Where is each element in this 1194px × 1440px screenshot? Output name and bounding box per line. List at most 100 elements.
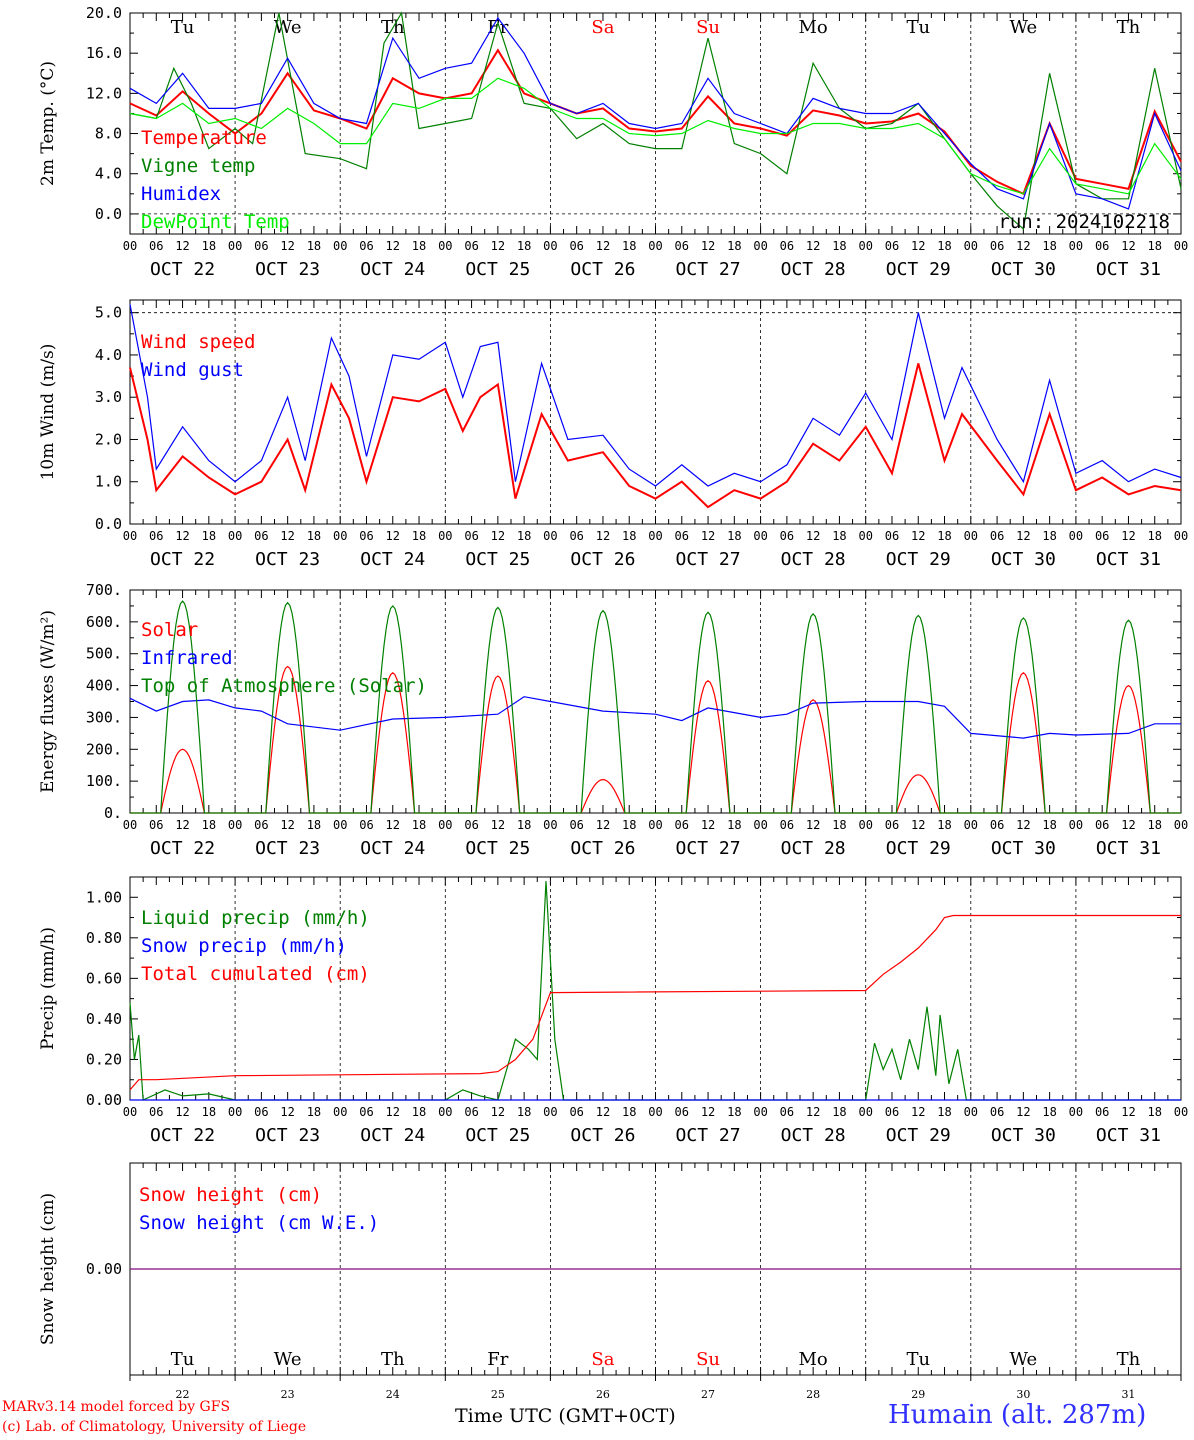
y-axis-label: Energy fluxes (W/m²): [38, 610, 58, 793]
day-number: 22: [176, 1388, 190, 1401]
hour-tick-label: 18: [1042, 818, 1056, 832]
y-axis-label: 10m Wind (m/s): [38, 344, 58, 481]
date-label: OCT 22: [150, 259, 215, 280]
date-label: OCT 31: [1096, 549, 1161, 570]
hour-tick-label: 18: [517, 239, 531, 253]
hour-tick-label: 06: [990, 818, 1004, 832]
hour-tick-label: 00: [543, 1105, 557, 1119]
series-line-wind-gust: [129, 304, 1182, 487]
hour-tick-label: 12: [175, 529, 189, 543]
y-tick-label: 0.60: [86, 969, 122, 987]
hour-tick-label: 12: [1016, 1105, 1030, 1119]
hour-tick-label: 18: [832, 529, 846, 543]
y-axis-label: 2m Temp. (°C): [38, 61, 58, 186]
hour-tick-label: 00: [123, 529, 137, 543]
date-label: OCT 24: [360, 1125, 425, 1146]
y-tick-label: 2.0: [95, 430, 122, 448]
plot-frame: [129, 299, 1182, 525]
weekday-label: We: [1010, 17, 1038, 38]
hour-tick-label: 06: [569, 239, 583, 253]
hour-tick-label: 00: [438, 529, 452, 543]
hour-tick-label: 00: [438, 818, 452, 832]
hour-tick-label: 00: [333, 1105, 347, 1119]
hour-tick-label: 18: [622, 529, 636, 543]
date-label: OCT 31: [1096, 838, 1161, 859]
hour-tick-label: 00: [1069, 529, 1083, 543]
legend-entry: Snow height (cm W.E.): [139, 1212, 379, 1234]
hour-tick-label: 00: [858, 818, 872, 832]
hour-tick-label: 06: [464, 529, 478, 543]
hour-tick-label: 18: [1042, 529, 1056, 543]
weekday-label: Fr: [487, 17, 508, 38]
hour-tick-label: 18: [307, 529, 321, 543]
legend-entry: DewPoint Temp: [141, 211, 290, 233]
hour-tick-label: 12: [1016, 818, 1030, 832]
day-number: 29: [911, 1388, 925, 1401]
hour-tick-label: 12: [911, 239, 925, 253]
y-tick-label: 12.0: [86, 84, 122, 102]
date-label: OCT 27: [676, 549, 741, 570]
hour-tick-label: 18: [517, 1105, 531, 1119]
hour-tick-label: 06: [1095, 529, 1109, 543]
hour-tick-label: 12: [596, 239, 610, 253]
legend-entry: Wind speed: [141, 331, 255, 353]
hour-tick-label: 00: [648, 239, 662, 253]
date-label: OCT 30: [991, 1125, 1056, 1146]
legend-entry: Liquid precip (mm/h): [141, 907, 370, 929]
y-tick-label: 3.0: [95, 388, 122, 406]
hour-tick-label: 12: [175, 818, 189, 832]
weekday-label: Tu: [906, 1349, 930, 1370]
weekday-label: Su: [696, 1349, 720, 1370]
date-label: OCT 28: [781, 1125, 846, 1146]
hour-tick-label: 18: [832, 818, 846, 832]
hour-tick-label: 12: [596, 529, 610, 543]
y-tick-label: 600.: [86, 613, 122, 631]
hour-tick-label: 06: [885, 1105, 899, 1119]
date-label: OCT 31: [1096, 259, 1161, 280]
hour-tick-label: 18: [202, 239, 216, 253]
hour-tick-label: 00: [858, 529, 872, 543]
hour-tick-label: 06: [254, 239, 268, 253]
hour-tick-label: 12: [280, 529, 294, 543]
y-tick-label: 0.0: [95, 205, 122, 223]
date-label: OCT 25: [465, 1125, 530, 1146]
footer-lab: (c) Lab. of Climatology, University of L…: [2, 1419, 307, 1435]
hour-tick-label: 00: [753, 1105, 767, 1119]
hour-tick-label: 00: [123, 1105, 137, 1119]
hour-tick-label: 12: [806, 1105, 820, 1119]
hour-tick-label: 12: [491, 1105, 505, 1119]
hour-tick-label: 12: [386, 818, 400, 832]
hour-tick-label: 18: [937, 239, 951, 253]
date-label: OCT 26: [570, 838, 635, 859]
hour-tick-label: 12: [386, 529, 400, 543]
hour-tick-label: 18: [937, 818, 951, 832]
y-tick-label: 0.0: [95, 515, 122, 533]
y-tick-label: 1.0: [95, 473, 122, 491]
plot-frame: [129, 589, 1182, 814]
weekday-label: Tu: [906, 17, 930, 38]
weekday-label: We: [1010, 1349, 1038, 1370]
hour-tick-label: 06: [990, 529, 1004, 543]
hour-tick-label: 00: [228, 1105, 242, 1119]
legend-entry: Vigne temp: [141, 155, 255, 177]
date-label: OCT 24: [360, 549, 425, 570]
hour-tick-label: 00: [1174, 1105, 1188, 1119]
hour-tick-label: 12: [491, 529, 505, 543]
legend-entry: Top of Atmosphere (Solar): [141, 675, 427, 697]
date-label: OCT 28: [781, 549, 846, 570]
weekday-label: Tu: [171, 1349, 195, 1370]
date-label: OCT 22: [150, 549, 215, 570]
hour-tick-label: 06: [464, 1105, 478, 1119]
hour-tick-label: 18: [412, 1105, 426, 1119]
panel-2: 0.0 1.0 2.0 3.0 4.0 5.0 10m Wind (m/s) 00 06 12 18…: [38, 299, 1188, 570]
date-label: OCT 25: [465, 549, 530, 570]
hour-tick-label: 00: [228, 529, 242, 543]
hour-tick-label: 00: [543, 529, 557, 543]
y-tick-label: 4.0: [95, 165, 122, 183]
hour-tick-label: 12: [596, 1105, 610, 1119]
hour-tick-label: 06: [359, 1105, 373, 1119]
hour-tick-label: 18: [1147, 529, 1161, 543]
hour-tick-label: 18: [1042, 1105, 1056, 1119]
date-label: OCT 29: [886, 1125, 951, 1146]
hour-tick-label: 12: [1121, 818, 1135, 832]
